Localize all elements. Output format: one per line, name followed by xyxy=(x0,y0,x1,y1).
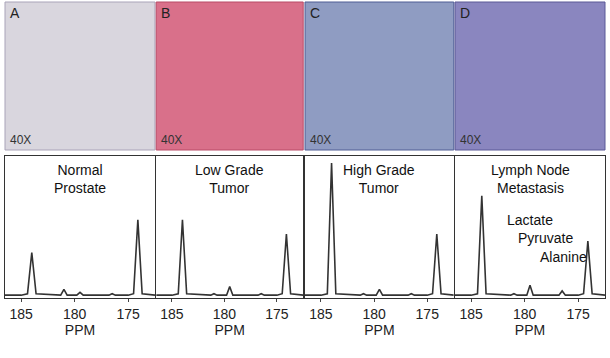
svg-text:40X: 40X xyxy=(10,133,31,147)
svg-text:PPM: PPM xyxy=(215,322,245,338)
svg-text:185: 185 xyxy=(459,306,483,322)
svg-text:PPM: PPM xyxy=(515,322,545,338)
svg-text:175: 175 xyxy=(117,306,141,322)
svg-text:C: C xyxy=(310,5,320,21)
svg-text:175: 175 xyxy=(265,306,289,322)
svg-text:PPM: PPM xyxy=(364,322,394,338)
svg-text:40X: 40X xyxy=(460,133,481,147)
svg-text:PPM: PPM xyxy=(65,322,95,338)
svg-text:180: 180 xyxy=(63,306,87,322)
svg-text:High GradeTumor: High GradeTumor xyxy=(343,162,415,196)
svg-text:Low GradeTumor: Low GradeTumor xyxy=(195,162,264,196)
svg-text:40X: 40X xyxy=(310,133,331,147)
svg-text:175: 175 xyxy=(567,306,591,322)
svg-text:175: 175 xyxy=(416,306,440,322)
svg-text:185: 185 xyxy=(9,306,33,322)
svg-text:A: A xyxy=(10,5,20,21)
svg-text:180: 180 xyxy=(513,306,537,322)
svg-text:185: 185 xyxy=(309,306,333,322)
svg-text:B: B xyxy=(161,5,170,21)
svg-text:40X: 40X xyxy=(161,133,182,147)
svg-text:185: 185 xyxy=(160,306,184,322)
svg-text:NormalProstate: NormalProstate xyxy=(54,162,106,196)
svg-text:Lactate: Lactate xyxy=(507,212,553,228)
svg-text:Lymph NodeMetastasis: Lymph NodeMetastasis xyxy=(491,162,570,196)
svg-text:180: 180 xyxy=(362,306,386,322)
svg-text:180: 180 xyxy=(213,306,237,322)
svg-text:Alanine: Alanine xyxy=(540,249,587,265)
svg-text:D: D xyxy=(460,5,470,21)
svg-text:Pyruvate: Pyruvate xyxy=(518,230,573,246)
